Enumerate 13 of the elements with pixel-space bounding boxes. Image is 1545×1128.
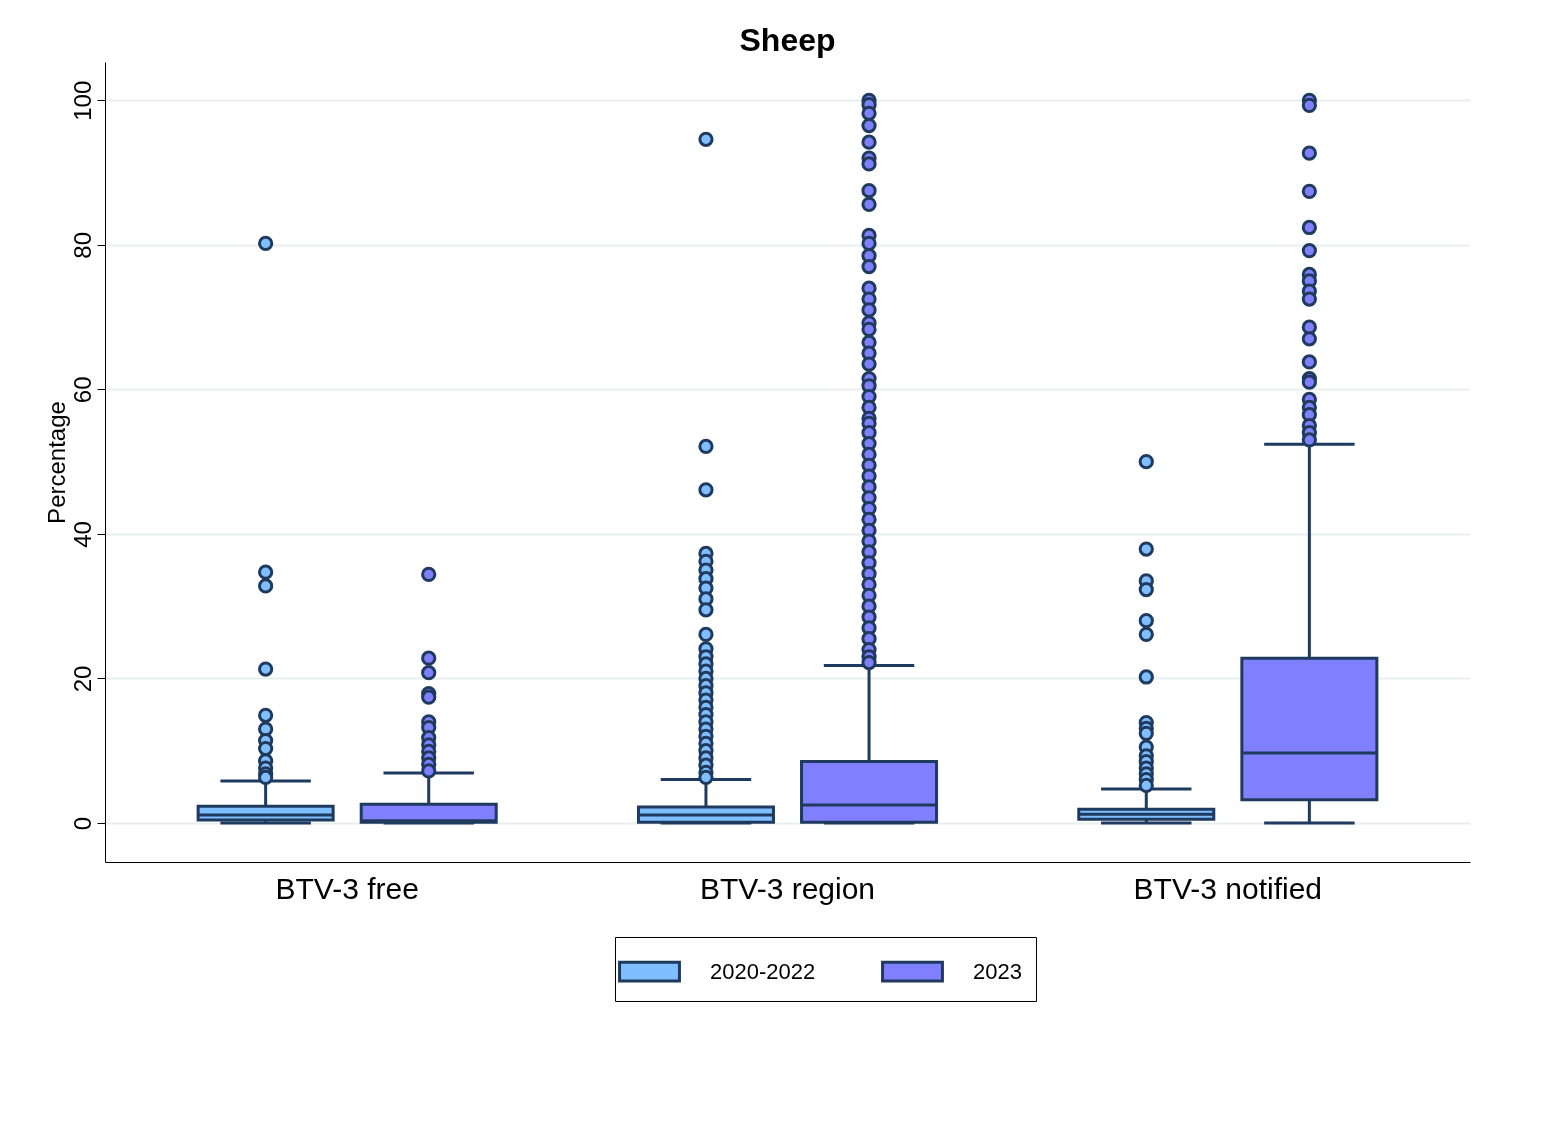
y-tick-label: 80 bbox=[68, 231, 96, 259]
y-tick-label: 40 bbox=[68, 521, 96, 548]
x-tick-label: BTV-3 notified bbox=[1133, 871, 1323, 905]
y-tick-label: 100 bbox=[68, 80, 96, 121]
x-tick-label: BTV-3 free bbox=[275, 871, 419, 905]
y-tick-label: 60 bbox=[68, 376, 96, 404]
y-tick-label: 20 bbox=[68, 665, 96, 693]
x-tick-label: BTV-3 region bbox=[699, 871, 876, 905]
y-axis-title: Percentage bbox=[42, 401, 70, 524]
legend-label: 2020-2022 bbox=[710, 958, 816, 984]
y-tick-label: 0 bbox=[68, 816, 96, 831]
chart-title: Sheep bbox=[739, 22, 836, 58]
legend-label: 2023 bbox=[973, 958, 1022, 984]
